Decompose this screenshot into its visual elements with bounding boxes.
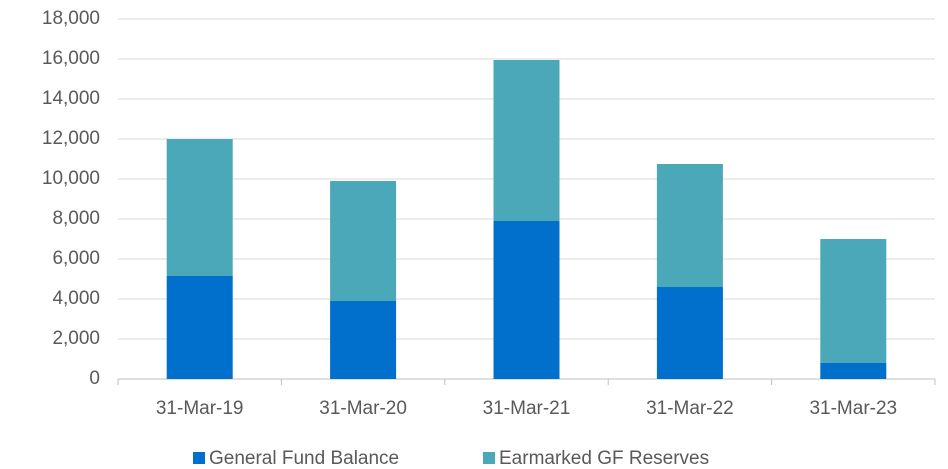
x-tick-label: 31-Mar-22: [646, 398, 734, 419]
y-tick-label: 10,000: [42, 168, 100, 189]
legend-swatch: [483, 452, 495, 464]
y-tick-label: 8,000: [52, 208, 100, 229]
y-tick-label: 16,000: [42, 48, 100, 69]
x-tick-label: 31-Mar-21: [483, 398, 571, 419]
x-tick-label: 31-Mar-19: [156, 398, 244, 419]
bar-segment: [493, 221, 560, 379]
legend-label: General Fund Balance: [209, 448, 399, 469]
bar-segment: [166, 276, 233, 379]
y-tick-label: 18,000: [42, 8, 100, 29]
bar-segment: [166, 139, 233, 276]
x-tick-label: 31-Mar-23: [809, 398, 897, 419]
bar-segment: [493, 60, 560, 221]
bar-segment: [330, 301, 397, 379]
legend-label: Earmarked GF Reserves: [499, 448, 709, 469]
bar-segment: [820, 239, 887, 363]
y-tick-label: 14,000: [42, 88, 100, 109]
y-tick-label: 12,000: [42, 128, 100, 149]
y-tick-label: 0: [89, 368, 100, 389]
x-tick-label: 31-Mar-20: [319, 398, 407, 419]
legend-swatch: [193, 452, 205, 464]
bar-segment: [656, 287, 723, 379]
y-tick-label: 4,000: [52, 288, 100, 309]
bar-segment: [820, 363, 887, 379]
bar-segment: [656, 164, 723, 287]
y-tick-label: 2,000: [52, 328, 100, 349]
y-tick-label: 6,000: [52, 248, 100, 269]
bar-segment: [330, 181, 397, 301]
